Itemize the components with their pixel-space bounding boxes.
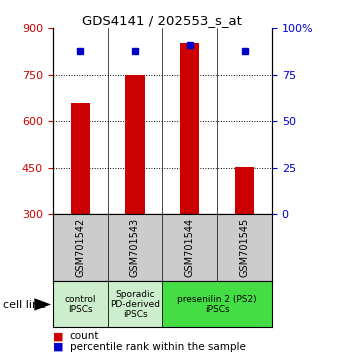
Polygon shape: [34, 298, 51, 311]
Bar: [70, 103, 90, 214]
Text: GSM701542: GSM701542: [75, 218, 85, 278]
Text: presenilin 2 (PS2)
iPSCs: presenilin 2 (PS2) iPSCs: [177, 295, 257, 314]
Text: control
IPSCs: control IPSCs: [64, 295, 96, 314]
Text: percentile rank within the sample: percentile rank within the sample: [70, 342, 245, 352]
Bar: [180, 43, 199, 214]
Text: ■: ■: [53, 342, 63, 352]
Text: GSM701544: GSM701544: [185, 218, 195, 278]
Bar: [235, 167, 254, 214]
Text: ■: ■: [53, 331, 63, 341]
Bar: [107, 281, 163, 327]
Title: GDS4141 / 202553_s_at: GDS4141 / 202553_s_at: [82, 14, 242, 27]
Text: GSM701543: GSM701543: [130, 218, 140, 278]
Text: count: count: [70, 331, 99, 341]
Bar: [53, 281, 107, 327]
Bar: [125, 75, 144, 214]
Bar: [163, 281, 272, 327]
Text: Sporadic
PD-derived
iPSCs: Sporadic PD-derived iPSCs: [110, 290, 160, 319]
Text: cell line: cell line: [3, 300, 46, 310]
Text: GSM701545: GSM701545: [240, 218, 250, 278]
